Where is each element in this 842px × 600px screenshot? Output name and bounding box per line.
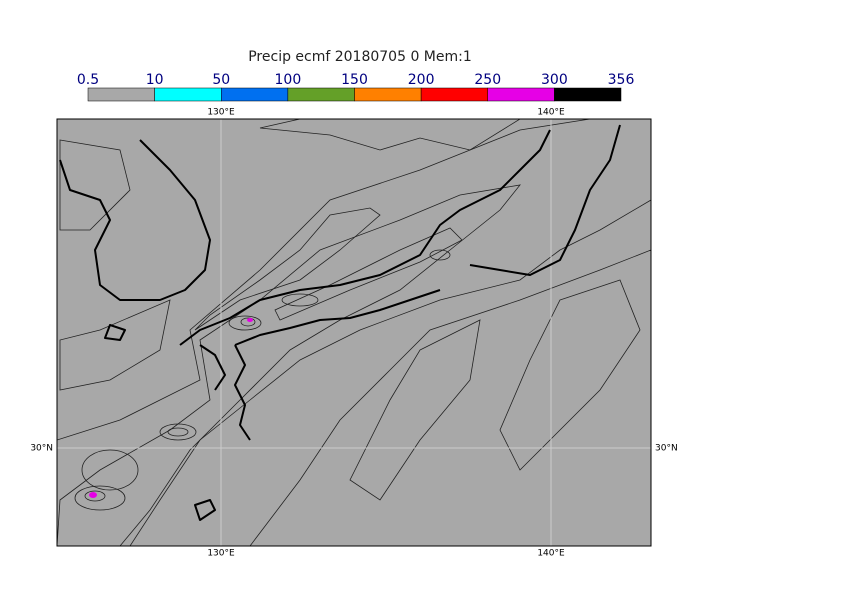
colorbar-segment [154,87,222,102]
colorbar-segment [221,87,289,102]
colorbar-label: 200 [408,72,435,88]
colorbar-label: 300 [541,72,568,88]
colorbar-label: 100 [275,72,302,88]
precip-area [240,317,256,327]
title: Precip ecmf 20180705 0 Mem:1 [248,49,472,65]
coastline [104,324,216,521]
precip-area [57,119,651,546]
precip-area [429,249,451,261]
map-frame [56,118,652,547]
lon-label: 140°E [537,549,565,559]
lon-label: 140°E [537,108,565,118]
precip-area [81,449,139,491]
dry-area [249,249,651,546]
dry-area [59,299,171,391]
colorbar-segment [554,87,622,102]
colorbar-label: 356 [608,72,635,88]
lat-label: 30°N [655,444,678,454]
colorbar-label: 50 [212,72,230,88]
precip-area [89,492,97,498]
precip-area [84,490,106,502]
precip-area [499,279,641,471]
coastline [199,344,251,441]
dry-area [259,119,521,151]
precip-area [159,423,197,441]
colorbar: 0.5 10 50 100 150 200 250 300 356 [77,72,635,102]
colorbar-segment [487,87,555,102]
precip-area [247,318,253,322]
colorbar-segment [287,87,355,102]
precip-area [281,293,319,307]
colorbar-segment [87,87,155,102]
coastline [59,139,211,301]
precip-area [228,315,262,331]
lon-label: 130°E [207,549,235,559]
map: 130°E 140°E 130°E 140°E 30°N 30°N [30,108,677,559]
precip-area [57,119,651,546]
dry-area [59,139,131,231]
colorbar-segment [420,87,488,102]
colorbar-label: 150 [341,72,368,88]
lat-label: 30°N [30,444,53,454]
colorbar-label: 250 [474,72,501,88]
coastline [179,124,621,346]
colorbar-label: 0.5 [77,72,99,88]
colorbar-label: 10 [146,72,164,88]
precip-area [194,207,381,331]
precip-area [274,227,463,321]
colorbar-segment [354,87,422,102]
precip-area [167,427,189,437]
precip-area [349,319,481,501]
precip-area [57,184,521,546]
lon-label: 130°E [207,108,235,118]
precip-area [74,485,126,511]
